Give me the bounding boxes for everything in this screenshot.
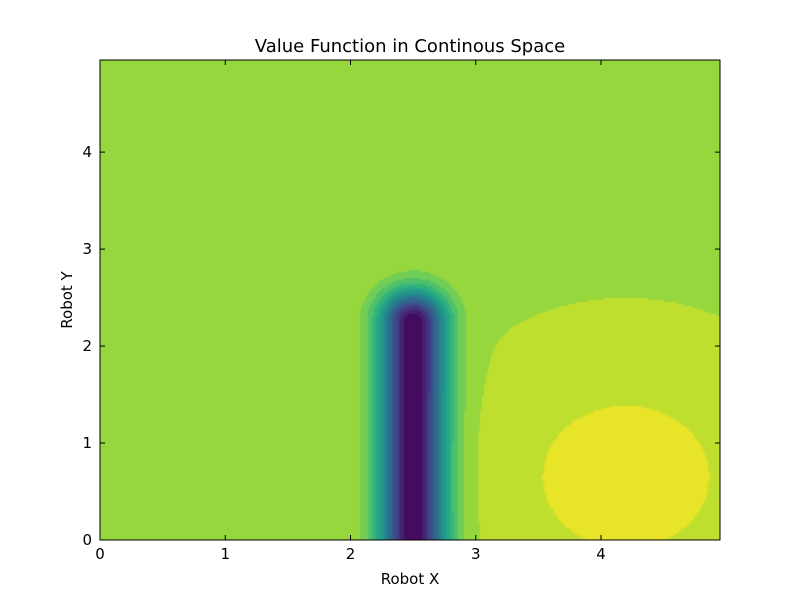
heatmap-surface [100,60,720,540]
y-tick-label: 2 [82,337,92,355]
y-tick-label: 3 [82,240,92,258]
x-tick-label: 4 [596,545,606,563]
y-axis-label: Robot Y [58,270,76,328]
y-axis-ticks: 0 1 2 3 4 [82,143,720,549]
plot-area [100,60,720,540]
x-axis-label: Robot X [381,570,440,588]
y-tick-label: 1 [82,434,92,452]
x-axis-ticks: 0 1 2 3 4 [95,60,606,563]
x-tick-label: 0 [95,545,105,563]
chart-title: Value Function in Continous Space [255,36,565,57]
x-tick-label: 1 [220,545,230,563]
y-tick-label: 0 [82,531,92,549]
x-tick-label: 2 [346,545,356,563]
plot-frame [99,59,721,541]
x-tick-label: 3 [471,545,481,563]
y-tick-label: 4 [82,143,92,161]
